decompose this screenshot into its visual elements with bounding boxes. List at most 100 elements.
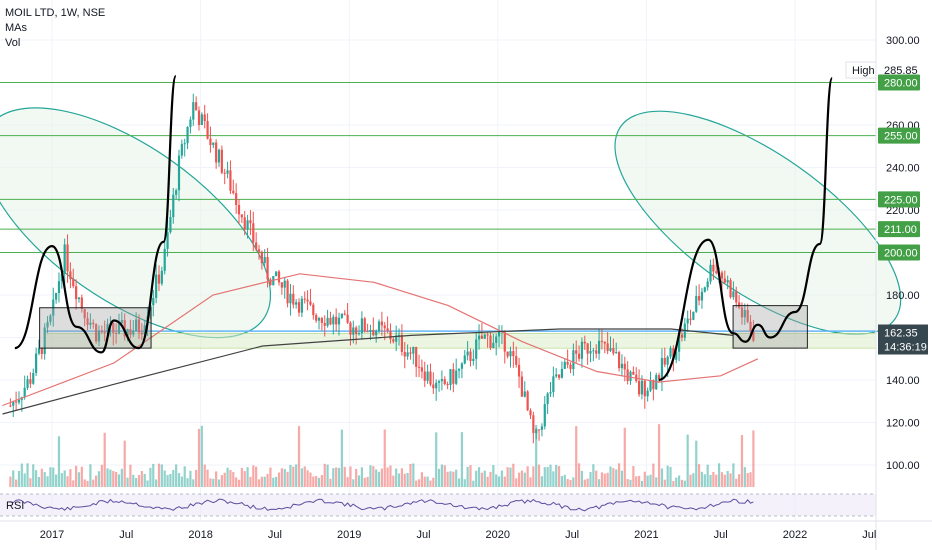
candle-body (249, 220, 252, 224)
volume-bar (652, 463, 655, 487)
volume-bar (215, 471, 218, 487)
candle-body (515, 356, 518, 365)
volume-bar (106, 468, 109, 487)
volume-bar (515, 478, 518, 487)
candle-body (735, 291, 738, 303)
candle-body (597, 340, 601, 354)
volume-bar (743, 467, 746, 487)
candle-body (355, 327, 358, 335)
volume-bar (326, 464, 329, 487)
candle-body (340, 313, 343, 318)
level-tag-text: 280.00 (884, 78, 918, 90)
candle-body (369, 329, 372, 332)
volume-bar (429, 480, 432, 487)
consolidation-box (39, 307, 152, 349)
volume-bar (735, 478, 738, 487)
volume-bar (363, 477, 366, 487)
volume-bar (483, 470, 486, 487)
volume-bar (637, 475, 641, 487)
candle-body (403, 351, 406, 357)
candle-body (437, 381, 441, 383)
volume-bar (449, 471, 452, 487)
candle-body (283, 280, 286, 288)
volume-bar (395, 468, 398, 487)
volume-bar (437, 468, 441, 487)
candle-body (386, 328, 389, 331)
volume-bar (486, 476, 489, 487)
candle-body (132, 330, 135, 335)
volume-bar (152, 463, 155, 487)
candle-body (560, 368, 564, 378)
level-tag-text: 200.00 (884, 248, 918, 260)
volume-bar (466, 466, 469, 487)
volume-bar (400, 468, 403, 487)
volume-bar (543, 467, 546, 487)
candle-body (275, 271, 278, 277)
volume-bar (443, 465, 446, 487)
candle-body (169, 217, 172, 233)
volume-bar (92, 479, 95, 487)
volume-group (9, 424, 755, 487)
candle-body (549, 392, 552, 394)
candle-body (252, 223, 255, 243)
candle-body (129, 329, 132, 335)
volume-bar (32, 464, 35, 487)
volume-bar (177, 473, 181, 487)
candle-body (726, 280, 729, 283)
volume-bar (732, 463, 735, 487)
volume-bar (469, 465, 472, 487)
candle-body (243, 217, 246, 230)
volume-bar (223, 472, 226, 487)
candle-body (475, 339, 478, 359)
candle-body (492, 342, 495, 349)
volume-bar (520, 470, 524, 487)
volume-bar (89, 464, 92, 487)
volume-bar (175, 464, 178, 487)
volume-bar (149, 467, 152, 487)
level-tag-text: 211.00 (884, 224, 917, 236)
ma-indicator-label[interactable]: MAs (5, 22, 27, 34)
candle-body (89, 322, 92, 325)
candle-body (380, 321, 383, 326)
volume-bar (263, 476, 266, 487)
volume-bar (72, 480, 75, 487)
candle-body (469, 351, 472, 362)
volume-bar (37, 476, 41, 487)
candle-body (320, 318, 323, 323)
volume-bar (540, 476, 544, 487)
candle-body (126, 329, 129, 337)
candle-body (400, 334, 403, 352)
candle-body (455, 370, 458, 384)
candle-body (506, 351, 509, 357)
candle-body (543, 404, 546, 427)
volume-bar (9, 476, 12, 487)
volume-bar (489, 471, 492, 487)
volume-bar (475, 470, 478, 487)
volume-bar (209, 478, 212, 487)
volume-bar (57, 436, 61, 487)
candle-body (209, 138, 212, 146)
candle-body (232, 190, 235, 194)
volume-bar (100, 464, 103, 487)
candle-body (212, 142, 215, 146)
candle-body (140, 332, 143, 335)
x-tick-label: Jul (119, 529, 133, 541)
candle-body (75, 286, 78, 300)
candle-body (580, 341, 584, 359)
symbol-title[interactable]: MOIL LTD, 1W, NSE (5, 7, 106, 19)
volume-bar (720, 472, 724, 487)
volume-bar (315, 476, 318, 487)
volume-bar (663, 479, 666, 487)
volume-bar (386, 467, 389, 487)
candle-body (217, 149, 221, 163)
volume-bar (463, 479, 466, 487)
volume-indicator-label[interactable]: Vol (5, 37, 21, 49)
volume-bar (617, 463, 621, 487)
candle-body (669, 348, 672, 357)
candle-body (566, 361, 569, 365)
candle-body (540, 426, 544, 430)
volume-bar (415, 480, 418, 487)
candle-body (92, 322, 95, 325)
candle-body (572, 350, 575, 370)
